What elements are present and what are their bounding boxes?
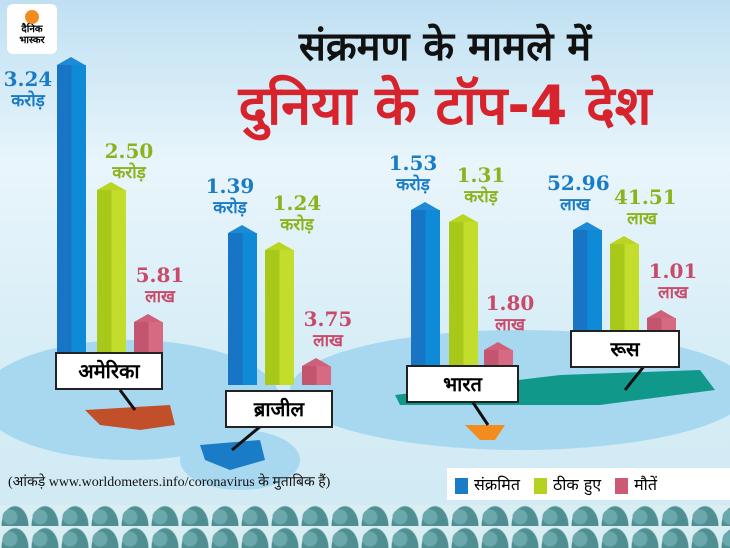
value-number: 1.24	[272, 191, 322, 215]
value-number: 41.51	[614, 185, 677, 209]
value-number: 52.96	[547, 171, 610, 195]
country-label: ब्राजील	[225, 390, 333, 428]
value-unit: लाख	[658, 283, 688, 303]
value-unit: लाख	[495, 315, 525, 335]
data-label-recovered: 1.24 करोड़	[269, 192, 325, 236]
data-label-infected: 3.24 करोड़	[0, 68, 56, 112]
bar-infected	[573, 222, 602, 330]
dainik-bhaskar-logo: दैनिक भास्कर	[7, 4, 57, 54]
legend-recovered: ठीक हुए	[533, 473, 601, 495]
legend-infected: संक्रमित	[455, 473, 520, 495]
value-unit: करोड़	[280, 215, 314, 235]
india-shape	[465, 425, 505, 440]
legend-swatch	[615, 477, 629, 494]
value-unit: करोड़	[213, 198, 247, 218]
data-label-deaths: 1.80 लाख	[482, 292, 538, 336]
bar-deaths	[484, 342, 513, 365]
data-label-infected: 52.96 लाख	[547, 171, 610, 216]
value-number: 2.50	[104, 139, 154, 163]
value-unit: लाख	[627, 209, 657, 229]
value-unit: लाख	[145, 287, 175, 307]
bar-recovered	[97, 182, 126, 355]
value-unit: करोड़	[11, 91, 45, 111]
value-number: 5.81	[135, 263, 185, 287]
bar-recovered	[449, 214, 478, 365]
bar-infected	[57, 57, 86, 355]
bar-recovered	[610, 236, 639, 330]
data-label-recovered: 2.50 करोड़	[101, 140, 157, 184]
value-number: 1.80	[485, 291, 535, 315]
legend: संक्रमित ठीक हुए मौतें	[447, 468, 730, 500]
bar-infected	[411, 202, 440, 365]
data-label-infected: 1.53 करोड़	[385, 152, 441, 196]
value-number: 3.24	[3, 67, 53, 91]
legend-deaths: मौतें	[615, 473, 657, 495]
value-unit: लाख	[313, 331, 343, 351]
logo-sun-icon	[25, 10, 39, 24]
value-number: 1.53	[388, 151, 438, 175]
legend-swatch	[533, 477, 547, 494]
data-label-deaths: 5.81 लाख	[132, 264, 188, 308]
value-number: 3.75	[303, 307, 353, 331]
country-label: रूस	[570, 330, 680, 368]
bar-deaths	[647, 310, 676, 330]
value-unit: करोड़	[112, 163, 146, 183]
value-number: 1.39	[205, 174, 255, 198]
data-label-infected: 1.39 करोड़	[202, 175, 258, 219]
value-number: 1.31	[456, 163, 506, 187]
title-line-2: दुनिया के टॉप-4 देश	[238, 74, 652, 137]
source-note: (आंकड़े www.worldometers.info/coronaviru…	[8, 475, 331, 490]
bar-deaths	[302, 358, 331, 385]
data-label-recovered: 1.31 करोड़	[453, 164, 509, 208]
bar-recovered	[265, 242, 294, 385]
value-number: 1.01	[648, 259, 698, 283]
title-line-1: संक्रमण के मामले में	[298, 24, 592, 70]
usa-shape	[85, 405, 175, 430]
legend-swatch	[455, 477, 468, 494]
bar-deaths	[134, 314, 163, 355]
value-unit: करोड़	[396, 175, 430, 195]
country-label: अमेरिका	[55, 352, 163, 390]
crowd-illustration	[0, 505, 730, 548]
data-label-recovered: 41.51 लाख	[614, 185, 677, 230]
value-unit: करोड़	[464, 187, 498, 207]
value-unit: लाख	[560, 195, 590, 215]
data-label-deaths: 3.75 लाख	[300, 308, 356, 352]
data-label-deaths: 1.01 लाख	[645, 260, 701, 304]
brazil-shape	[200, 440, 265, 470]
bar-infected	[228, 225, 257, 385]
country-label: भारत	[406, 365, 519, 403]
